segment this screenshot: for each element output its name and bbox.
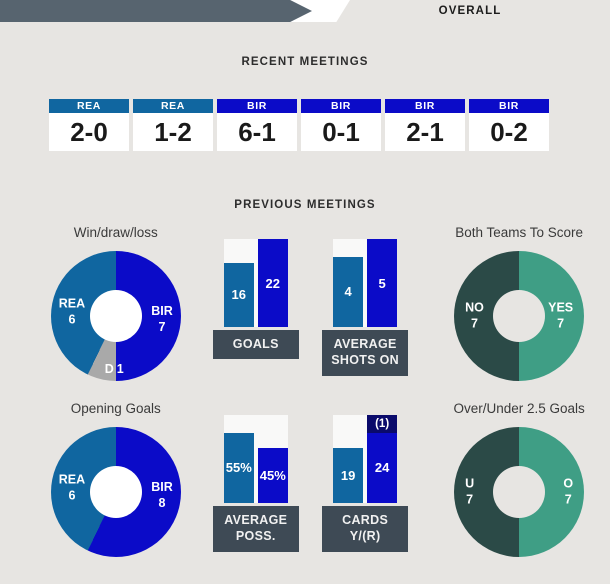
shots-value-rea: 4 [344, 284, 352, 300]
chart-average-shots-on: 4 5 AVERAGE SHOTS ON [316, 225, 418, 376]
tab-overall-label: OVERALL [438, 5, 502, 17]
shots-bar-chart: 4 5 [333, 239, 398, 327]
meeting-team-badge: BIR [301, 99, 381, 113]
poss-bar-rea: 55% [223, 432, 254, 503]
chart-average-poss: 55% 45% AVERAGE POSS. [212, 401, 316, 552]
chart-cards: 19 (1) 24 CARDS Y/(R) [316, 401, 418, 552]
shots-label-box: AVERAGE SHOTS ON [322, 330, 409, 376]
shots-bar-rea: 4 [333, 256, 364, 327]
meeting-team-badge: BIR [385, 99, 465, 113]
donut-label-no: NO 7 [465, 300, 484, 330]
goals-bar-bir: 22 [257, 239, 288, 327]
donut-label-bir: BIR 8 [151, 480, 173, 510]
tab-bar: OVERALL [0, 0, 610, 22]
donut-label-yes: YES 7 [548, 300, 574, 330]
poss-bar-bir: 45% [257, 447, 288, 503]
donut-hole [89, 290, 142, 342]
cards-value-rea: 19 [340, 468, 356, 484]
win-draw-loss-title: Win/draw/loss [73, 225, 158, 240]
meeting-cell: REA 1-2 [133, 99, 213, 151]
tab-separator [288, 0, 350, 22]
opening-goals-donut: REA 6 BIR 8 [50, 427, 181, 557]
goals-value-bir: 22 [265, 275, 281, 291]
meeting-score: 1-2 [154, 116, 192, 147]
cards-bar-bir: (1) 24 [367, 415, 398, 503]
cards-bar-chart: 19 (1) 24 [333, 415, 398, 503]
meeting-cell: BIR 6-1 [217, 99, 297, 151]
chart-goals: 16 22 GOALS [212, 225, 316, 360]
goals-bar-rea: 16 [223, 262, 254, 327]
donut-hole [89, 466, 142, 518]
donut-hole [493, 466, 546, 518]
meeting-score: 6-1 [238, 116, 276, 147]
goals-label-box: GOALS [212, 330, 299, 360]
meeting-cell: BIR 0-1 [301, 99, 381, 151]
previous-meetings-row-2: Opening Goals REA 6 BIR 8 55% 45% [0, 401, 610, 557]
donut-label-rea: REA 6 [58, 472, 86, 503]
meeting-cell: BIR 0-2 [469, 99, 549, 151]
meeting-cell: BIR 2-1 [385, 99, 465, 151]
meeting-team-badge: REA [49, 99, 129, 113]
btts-title: Both Teams To Score [455, 225, 584, 240]
shots-bar-bir: 5 [367, 239, 398, 327]
cards-value-bir: 24 [374, 460, 390, 476]
shots-value-bir: 5 [378, 275, 386, 291]
poss-label-box: AVERAGE POSS. [212, 506, 299, 552]
meeting-team-badge: BIR [469, 99, 549, 113]
meeting-cell: REA 2-0 [49, 99, 129, 151]
poss-bar-chart: 55% 45% [223, 415, 288, 503]
cards-yellow-segment: 24 [367, 432, 398, 503]
recent-meetings-section: RECENT MEETINGS REA 2-0 REA 1-2 BIR 6-1 … [0, 56, 610, 151]
tab-overall[interactable]: OVERALL [330, 0, 610, 22]
cards-label-box: CARDS Y/(R) [322, 506, 409, 552]
recent-meetings-title: RECENT MEETINGS [241, 56, 369, 68]
tab-arrow[interactable] [0, 0, 312, 22]
poss-value-rea: 55% [225, 460, 252, 476]
donut-label-bir: BIR 7 [151, 304, 173, 334]
meeting-score: 0-2 [490, 116, 528, 147]
chart-opening-goals: Opening Goals REA 6 BIR 8 [20, 401, 212, 557]
goals-value-rea: 16 [231, 287, 247, 303]
goals-bar-chart: 16 22 [223, 239, 288, 327]
previous-meetings-section: PREVIOUS MEETINGS Win/draw/loss REA 6 BIR… [0, 199, 610, 557]
meeting-score: 0-1 [322, 116, 360, 147]
meeting-score: 2-1 [406, 116, 444, 147]
cards-bar-rea: 19 [333, 448, 364, 503]
opening-goals-title: Opening Goals [70, 401, 161, 416]
chart-both-teams-to-score: Both Teams To Score NO 7 YES 7 [428, 225, 610, 381]
donut-hole [493, 290, 546, 342]
cards-red-value: (1) [375, 417, 390, 430]
over-under-title: Over/Under 2.5 Goals [453, 401, 585, 416]
meetings-row: REA 2-0 REA 1-2 BIR 6-1 BIR 0-1 BIR 2-1 … [49, 99, 549, 151]
poss-value-bir: 45% [259, 467, 286, 483]
meeting-team-badge: REA [133, 99, 213, 113]
btts-donut: NO 7 YES 7 [454, 251, 585, 381]
meeting-team-badge: BIR [217, 99, 297, 113]
previous-meetings-title: PREVIOUS MEETINGS [234, 199, 376, 211]
cards-red-segment: (1) [367, 415, 398, 433]
meeting-score: 2-0 [70, 116, 108, 147]
donut-label-rea: REA 6 [58, 296, 86, 327]
